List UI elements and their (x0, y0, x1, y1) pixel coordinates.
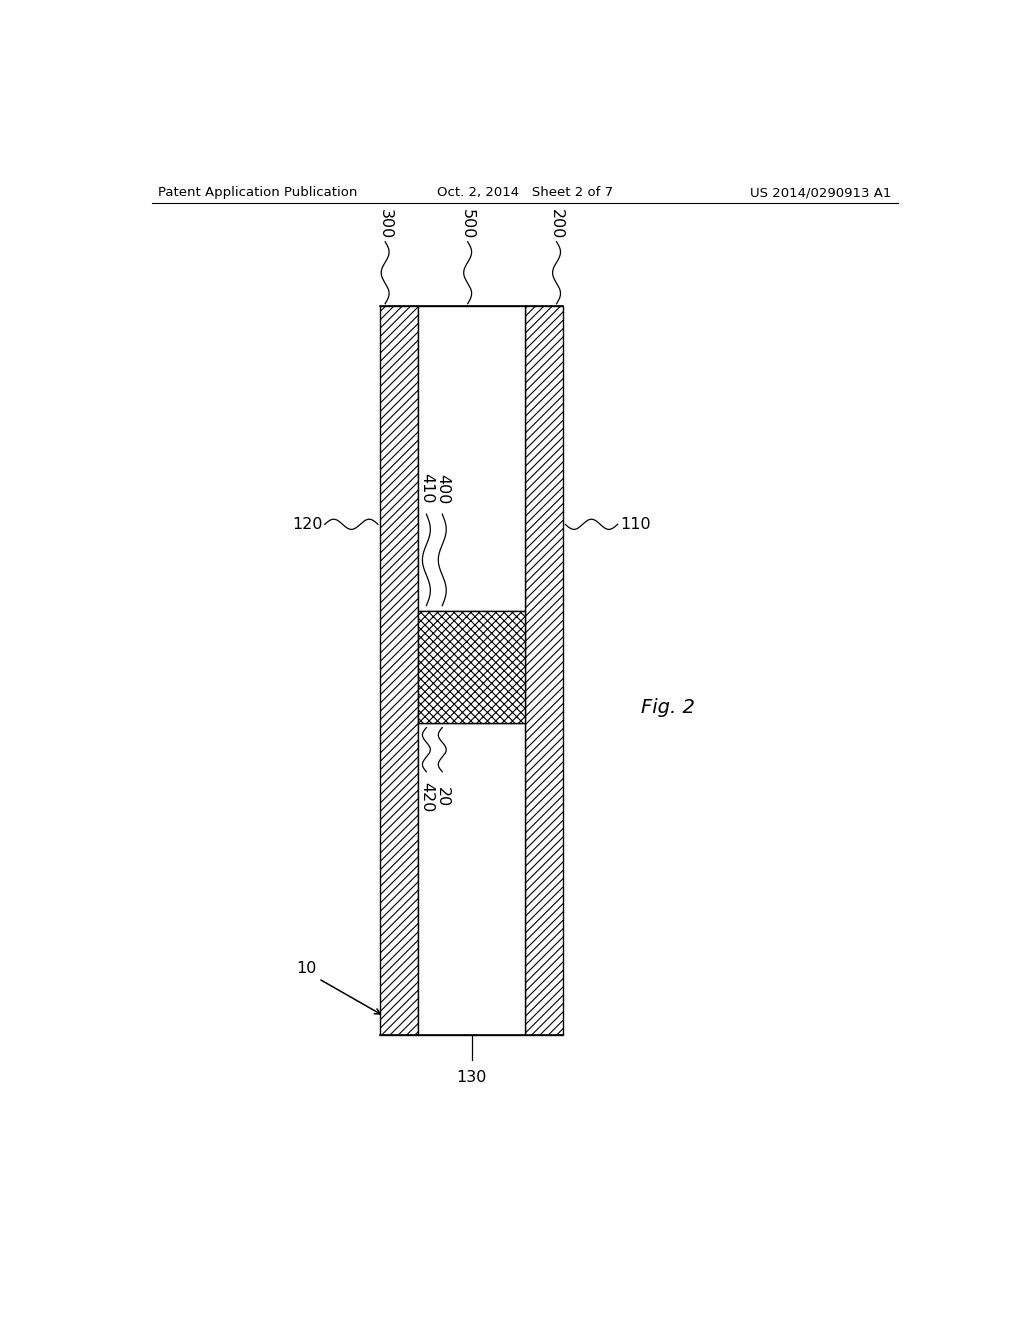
Text: 500: 500 (460, 210, 475, 240)
Text: US 2014/0290913 A1: US 2014/0290913 A1 (750, 186, 892, 199)
Text: 300: 300 (378, 210, 392, 240)
Text: 20: 20 (435, 787, 450, 808)
Bar (380, 306, 419, 1035)
Text: Fig. 2: Fig. 2 (641, 698, 694, 717)
Bar (419, 611, 525, 722)
Bar (419, 722, 525, 1035)
Text: 130: 130 (457, 1071, 486, 1085)
Text: 420: 420 (419, 781, 434, 812)
Bar (524, 306, 563, 1035)
Text: 410: 410 (419, 474, 434, 504)
Text: 120: 120 (292, 517, 323, 532)
Text: 10: 10 (296, 961, 316, 975)
Text: 110: 110 (620, 517, 650, 532)
Text: 400: 400 (435, 474, 450, 504)
Text: Patent Application Publication: Patent Application Publication (158, 186, 357, 199)
Text: Oct. 2, 2014   Sheet 2 of 7: Oct. 2, 2014 Sheet 2 of 7 (437, 186, 612, 199)
Text: 200: 200 (549, 210, 564, 240)
Bar (419, 306, 525, 611)
